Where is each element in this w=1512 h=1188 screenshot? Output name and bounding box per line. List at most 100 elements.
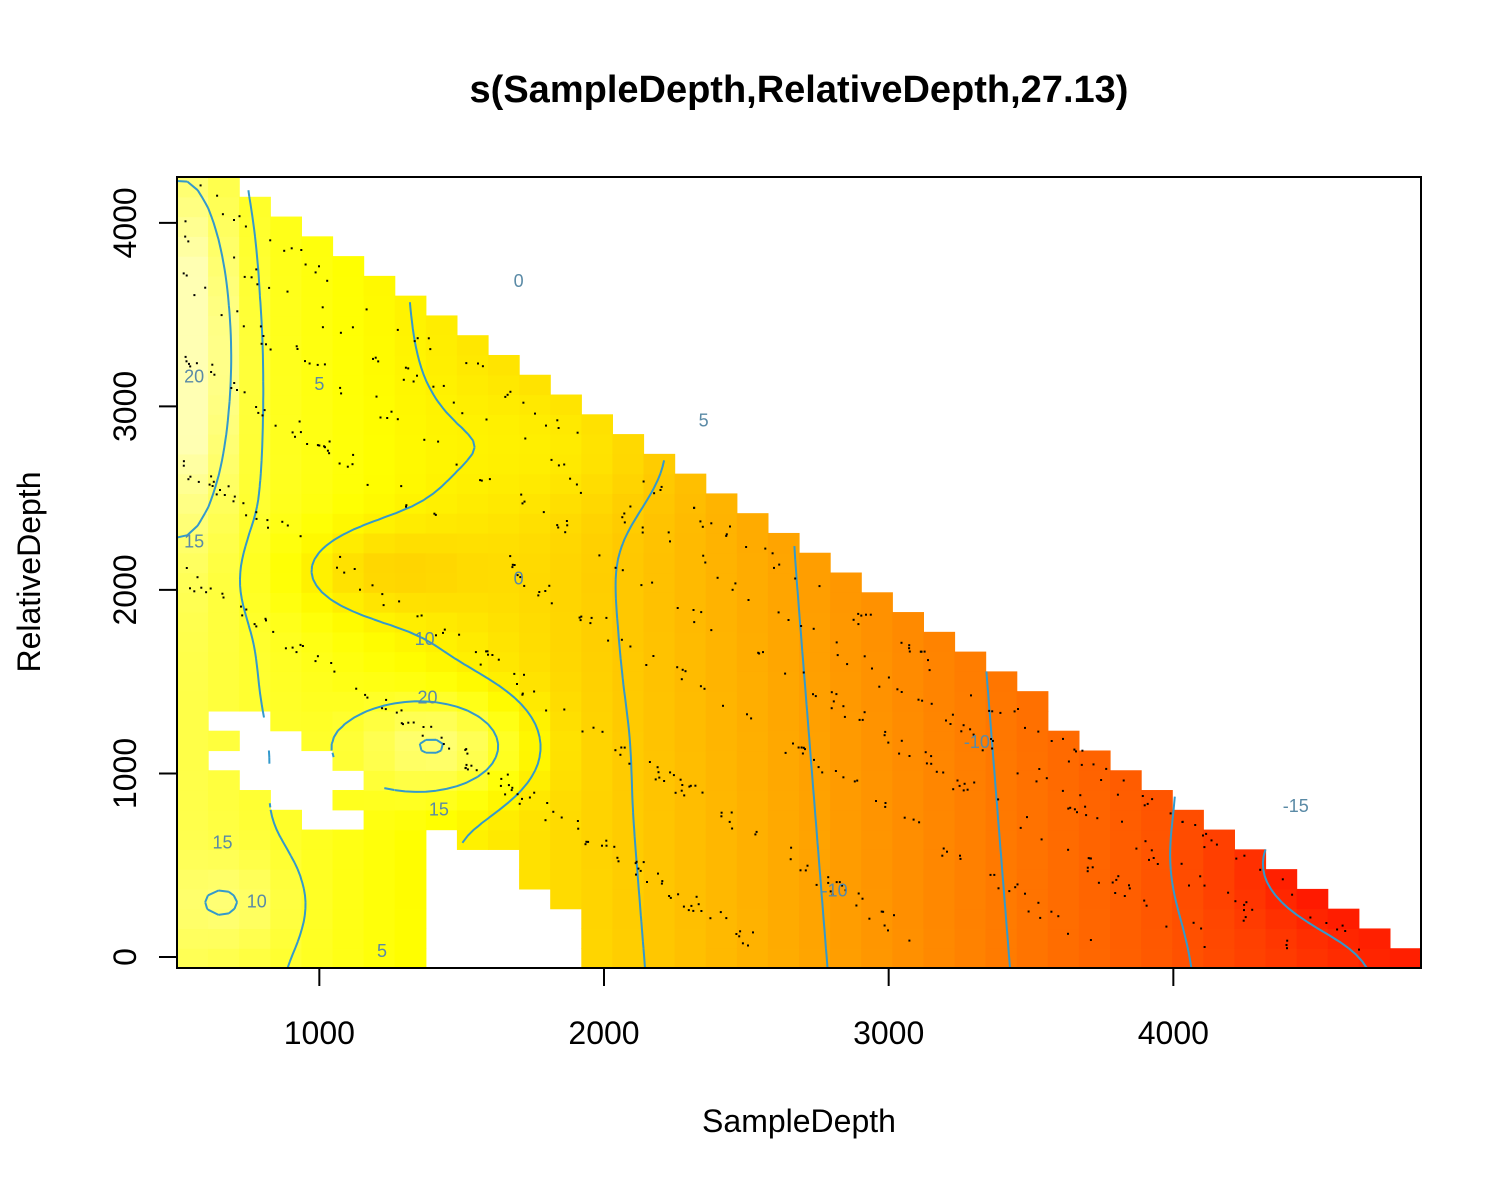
heatmap-cell xyxy=(550,849,582,870)
data-point xyxy=(868,917,871,920)
data-point xyxy=(189,587,191,590)
heatmap-cell xyxy=(177,829,209,850)
heatmap-cell xyxy=(736,908,769,930)
heatmap-cell xyxy=(1358,928,1391,949)
heatmap-cell xyxy=(550,513,582,534)
data-point xyxy=(211,485,214,487)
contour-label: 15 xyxy=(184,532,204,552)
data-point xyxy=(677,893,680,896)
data-point xyxy=(511,563,514,566)
data-point xyxy=(245,608,248,611)
data-point xyxy=(250,276,253,279)
heatmap-cell xyxy=(985,750,1018,771)
heatmap-cell xyxy=(394,354,427,376)
data-point xyxy=(835,641,838,644)
heatmap-cell xyxy=(643,908,676,930)
data-point xyxy=(420,614,423,617)
heatmap-cell xyxy=(767,770,800,791)
heatmap-cell xyxy=(985,928,1018,949)
heatmap-cell xyxy=(425,315,458,336)
data-point xyxy=(831,893,834,896)
data-point xyxy=(621,516,624,519)
heatmap-cell xyxy=(1047,809,1080,831)
heatmap-cell xyxy=(394,730,427,752)
heatmap-cell xyxy=(736,671,769,692)
data-point xyxy=(1037,901,1040,904)
data-point xyxy=(590,616,593,619)
data-point xyxy=(377,360,380,363)
x-axis-label: SampleDepth xyxy=(702,1103,896,1139)
data-point xyxy=(1156,863,1159,865)
heatmap-cell xyxy=(830,888,862,910)
heatmap-cell xyxy=(488,612,520,633)
data-point xyxy=(1073,808,1076,811)
data-point xyxy=(658,776,661,779)
heatmap-cell xyxy=(550,473,582,495)
data-point xyxy=(295,345,298,348)
heatmap-cell xyxy=(332,374,365,396)
data-point xyxy=(236,389,238,391)
heatmap-cell xyxy=(394,335,427,356)
heatmap-cell xyxy=(301,236,334,257)
data-point xyxy=(1067,932,1069,935)
data-point xyxy=(972,733,975,736)
contour-line xyxy=(1261,849,1368,968)
data-point xyxy=(1281,878,1284,881)
heatmap-cell xyxy=(488,473,520,495)
heatmap-cell xyxy=(643,809,676,831)
heatmap-cell xyxy=(1172,948,1204,968)
y-axis: 0 1000 2000 3000 4000 xyxy=(107,187,178,966)
heatmap-cell xyxy=(923,691,956,712)
heatmap-cell xyxy=(861,928,893,949)
heatmap-cell xyxy=(612,434,645,455)
data-point xyxy=(519,576,522,579)
data-point xyxy=(1143,804,1146,807)
heatmap-cell xyxy=(456,572,489,593)
data-point xyxy=(1141,795,1144,797)
heatmap-cell xyxy=(705,612,738,633)
heatmap-cell xyxy=(425,612,458,633)
heatmap-cell xyxy=(1078,849,1111,870)
heatmap-cell xyxy=(425,434,458,455)
heatmap-cell xyxy=(581,651,613,672)
heatmap-cell xyxy=(270,671,302,692)
heatmap-cell xyxy=(270,572,302,593)
heatmap-cell xyxy=(954,730,987,752)
heatmap-cell xyxy=(861,849,893,870)
data-point xyxy=(646,881,648,883)
data-point xyxy=(762,651,764,654)
heatmap-cell xyxy=(177,869,209,890)
data-point xyxy=(830,691,833,694)
data-point xyxy=(863,711,866,714)
heatmap-cell xyxy=(892,730,924,752)
heatmap-cell xyxy=(954,809,987,831)
data-point xyxy=(565,520,568,522)
data-point xyxy=(204,286,207,289)
heatmap-cell xyxy=(612,849,645,870)
heatmap-cell xyxy=(301,849,334,870)
data-point xyxy=(557,427,560,429)
data-point xyxy=(1086,870,1089,873)
data-point xyxy=(921,699,924,702)
heatmap-cell xyxy=(1110,888,1142,910)
heatmap-cell xyxy=(923,671,956,692)
heatmap-cell xyxy=(332,948,365,968)
data-point xyxy=(521,502,524,505)
heatmap-cell xyxy=(394,750,427,771)
heatmap-cell xyxy=(425,809,458,831)
heatmap-cell xyxy=(208,532,240,554)
heatmap-cell xyxy=(1234,849,1267,870)
data-point xyxy=(792,742,794,745)
data-point xyxy=(346,465,349,468)
data-point xyxy=(1079,794,1082,797)
data-point xyxy=(747,944,749,947)
data-point xyxy=(416,615,419,618)
heatmap-cell xyxy=(892,790,924,811)
heatmap-cell xyxy=(270,216,302,237)
heatmap-cell xyxy=(394,552,427,574)
heatmap-cell xyxy=(519,671,551,692)
heatmap-cell xyxy=(612,829,645,850)
heatmap-cell xyxy=(736,829,769,850)
data-point xyxy=(256,283,259,286)
